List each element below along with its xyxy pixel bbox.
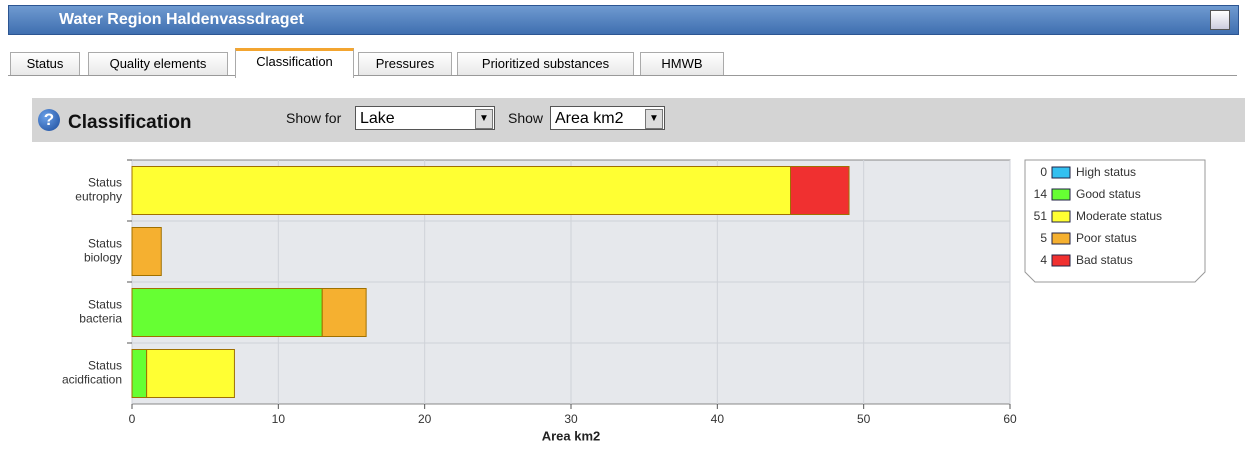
show-select[interactable]: Area km2 ▼: [550, 106, 665, 130]
bar-segment: [131, 349, 148, 398]
tab[interactable]: Pressures: [358, 52, 452, 75]
bar-segment: [790, 166, 850, 215]
bar-segment: [146, 349, 235, 398]
bar-segment: [131, 166, 791, 215]
legend-label: Bad status: [1076, 253, 1133, 267]
tab[interactable]: Quality elements: [88, 52, 228, 75]
bar-segment: [131, 227, 162, 276]
header: Water Region Haldenvassdraget: [8, 5, 1239, 35]
legend-label: High status: [1076, 165, 1136, 179]
select-value: Area km2: [555, 110, 624, 127]
x-tick-label: 10: [272, 412, 286, 426]
y-tick-label: Status: [88, 237, 122, 251]
legend-swatch: [1051, 232, 1071, 245]
legend-label: Good status: [1076, 187, 1141, 201]
bar-segment: [321, 288, 367, 337]
y-tick-label: bacteria: [79, 312, 122, 326]
bar-segment: [131, 288, 323, 337]
x-tick-label: 60: [1003, 412, 1017, 426]
tab[interactable]: Classification: [235, 48, 354, 78]
tab[interactable]: HMWB: [640, 52, 724, 75]
collapse-button[interactable]: [1210, 10, 1230, 30]
legend-swatch: [1051, 188, 1071, 201]
tab-bar: Status Quality elements Classification Pres…: [8, 48, 1237, 78]
toolbar: ? Classification Show for Lake ▼ Show Are…: [32, 98, 1245, 142]
legend-count: 0: [1040, 165, 1047, 179]
legend-swatch: [1051, 166, 1071, 179]
legend-swatch: [1051, 254, 1071, 267]
y-tick-label: Status: [88, 176, 122, 190]
toolbar-title: Classification: [68, 112, 192, 133]
y-tick-label: Status: [88, 359, 122, 373]
x-tick-label: 40: [711, 412, 725, 426]
y-tick-label: Status: [88, 298, 122, 312]
legend-swatch: [1051, 210, 1071, 223]
legend-label: Poor status: [1076, 231, 1137, 245]
y-tick-label: biology: [84, 251, 122, 265]
y-tick-label: acidfication: [62, 373, 122, 387]
legend-count: 4: [1040, 253, 1047, 267]
legend-count: 5: [1040, 231, 1047, 245]
show-for-select[interactable]: Lake ▼: [355, 106, 495, 130]
help-icon[interactable]: ?: [38, 109, 60, 131]
tab[interactable]: Status: [10, 52, 80, 75]
x-tick-label: 50: [857, 412, 871, 426]
x-tick-label: 0: [129, 412, 136, 426]
y-tick-label: eutrophy: [75, 190, 122, 204]
legend-count: 51: [1034, 209, 1048, 223]
legend-label: Moderate status: [1076, 209, 1162, 223]
x-tick-label: 20: [418, 412, 432, 426]
show-for-label: Show for: [286, 110, 342, 126]
select-value: Lake: [360, 110, 395, 127]
tab[interactable]: Prioritized substances: [457, 52, 634, 75]
header-title: Water Region Haldenvassdraget: [59, 11, 304, 28]
show-label: Show: [508, 110, 544, 126]
x-axis-title: Area km2: [542, 428, 601, 443]
legend-count: 14: [1034, 187, 1048, 201]
x-tick-label: 30: [564, 412, 578, 426]
